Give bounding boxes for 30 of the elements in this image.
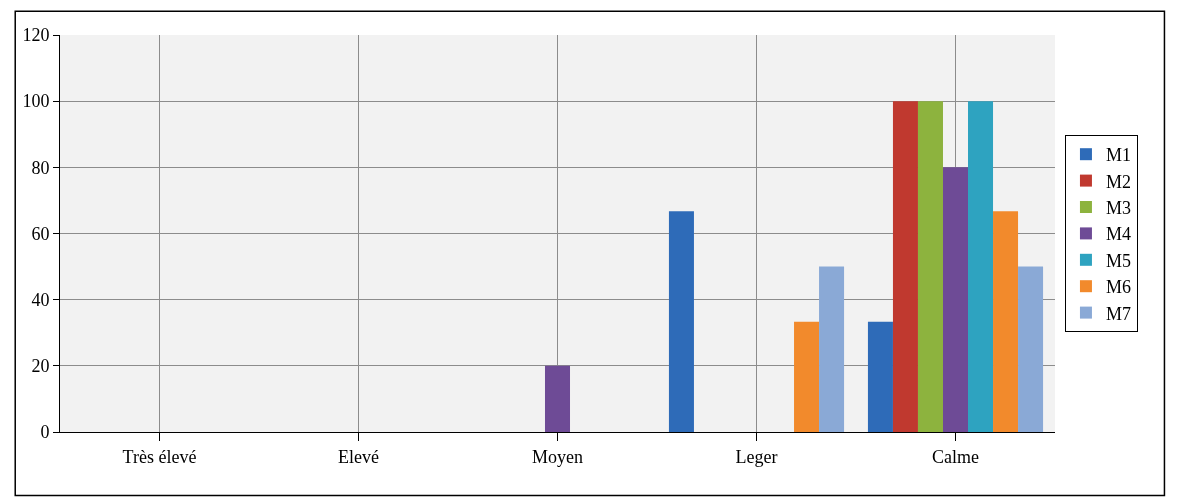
y-tick-label: 60 [31, 223, 50, 244]
x-tick-label: Très élevé [122, 446, 197, 467]
x-tick-label: Elevé [338, 446, 379, 467]
bar [917, 101, 943, 432]
legend-label: M1 [1105, 145, 1131, 166]
y-tick-label: 80 [31, 157, 50, 178]
legend-label: M7 [1105, 303, 1131, 324]
y-tick-label: 40 [31, 289, 50, 310]
legend-label: M6 [1105, 277, 1131, 298]
bar [1018, 266, 1044, 432]
y-tick-label: 100 [22, 91, 50, 112]
y-tick-label: 0 [40, 422, 50, 443]
bar [668, 211, 694, 432]
x-tick-label: Leger [735, 446, 778, 467]
legend-label: M2 [1105, 171, 1131, 192]
legend-label: M3 [1105, 198, 1131, 219]
bar [544, 365, 571, 432]
bar [794, 321, 820, 432]
x-tick-label: Calme [932, 446, 979, 467]
legend-label: M4 [1105, 224, 1131, 245]
bar [993, 211, 1019, 432]
y-tick-label: 120 [22, 25, 50, 46]
bar [968, 101, 994, 432]
x-tick-label: Moyen [532, 446, 583, 467]
bar [942, 167, 969, 432]
bar [892, 101, 918, 432]
legend-label: M5 [1105, 250, 1131, 271]
y-tick-label: 20 [31, 356, 50, 377]
bar [819, 266, 845, 432]
bar [867, 321, 893, 432]
